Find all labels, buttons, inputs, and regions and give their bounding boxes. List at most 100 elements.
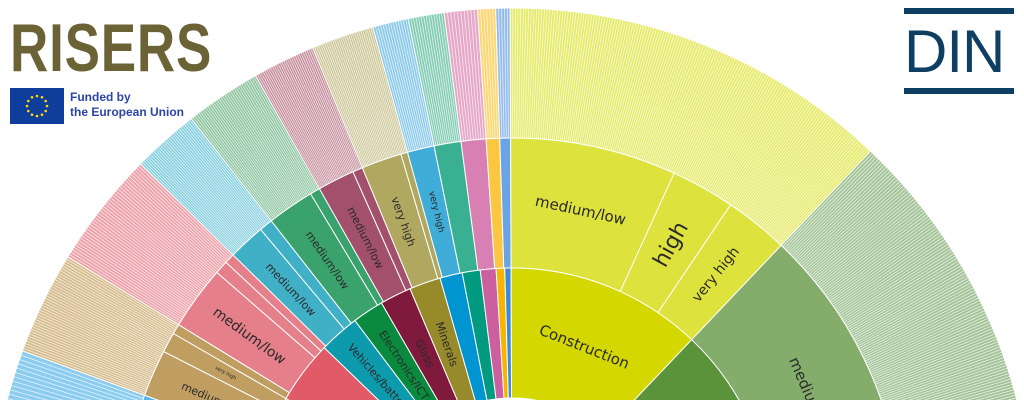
outer-stripe	[864, 304, 983, 362]
outer-stripe	[39, 309, 158, 365]
outer-stripe	[559, 11, 577, 142]
outer-stripe	[700, 72, 765, 187]
outer-stripe	[709, 79, 776, 192]
inner-segment[interactable]	[354, 302, 447, 400]
outer-stripe	[536, 8, 545, 139]
outer-stripe	[126, 177, 224, 266]
outer-stripe	[239, 84, 309, 196]
outer-stripe	[604, 22, 637, 150]
outer-stripe	[310, 48, 362, 169]
outer-stripe	[292, 56, 349, 175]
outer-stripe	[721, 89, 792, 200]
outer-stripe	[901, 365, 1007, 400]
outer-stripe	[545, 9, 559, 140]
outer-stripe	[575, 14, 598, 144]
outer-stripe	[84, 230, 192, 306]
outer-stripe	[48, 290, 165, 351]
outer-stripe	[368, 27, 405, 154]
outer-stripe	[864, 302, 982, 360]
outer-stripe	[642, 38, 688, 161]
outer-stripe	[873, 330, 995, 381]
outer-stripe	[81, 235, 190, 310]
outer-stripe	[283, 60, 341, 178]
outer-stripe	[569, 13, 590, 143]
outer-stripe	[164, 140, 252, 238]
outer-stripe	[70, 251, 182, 322]
outer-stripe	[91, 221, 197, 299]
middle-segment[interactable]	[143, 350, 280, 400]
outer-stripe	[688, 64, 749, 181]
outer-stripe	[846, 260, 959, 328]
outer-stripe	[612, 25, 647, 152]
outer-stripe	[665, 49, 717, 170]
outer-stripe	[809, 191, 910, 277]
inner-segment[interactable]	[439, 272, 488, 400]
outer-stripe	[328, 41, 375, 164]
outer-stripe	[516, 8, 519, 139]
outer-stripe	[42, 302, 161, 360]
outer-stripe	[829, 225, 936, 302]
outer-stripe	[654, 43, 703, 166]
outer-stripe	[524, 8, 530, 139]
outer-stripe	[850, 267, 964, 334]
outer-stripe	[346, 34, 389, 159]
inner-segment[interactable]	[380, 288, 461, 400]
outer-stripe	[551, 10, 567, 141]
eu-flag-icon	[10, 88, 64, 124]
outer-stripe	[770, 138, 858, 237]
outer-stripe	[637, 35, 680, 159]
outer-stripe	[47, 292, 164, 353]
outer-stripe	[775, 143, 864, 241]
outer-stripe	[438, 13, 458, 142]
outer-stripe	[87, 225, 195, 303]
outer-stripe	[79, 237, 188, 311]
outer-stripe	[241, 83, 310, 195]
outer-stripe	[540, 9, 551, 140]
risers-logo: RISERS Funded by the European Union	[10, 8, 240, 128]
outer-stripe	[412, 17, 439, 146]
outer-stripe	[729, 96, 803, 205]
outer-stripe	[251, 77, 317, 191]
outer-stripe	[750, 116, 831, 220]
outer-stripe	[666, 50, 720, 171]
outer-stripe	[428, 14, 450, 144]
outer-stripe	[183, 123, 267, 226]
outer-stripe	[298, 53, 353, 173]
outer-stripe	[149, 153, 241, 249]
outer-stripe	[752, 118, 833, 221]
outer-stripe	[759, 126, 844, 228]
outer-stripe	[657, 45, 708, 167]
outer-stripe	[14, 371, 105, 400]
outer-stripe	[141, 161, 235, 255]
outer-stripe	[797, 172, 893, 263]
outer-stripe	[460, 10, 474, 140]
outer-stripe	[287, 58, 344, 177]
outer-stripe	[692, 66, 753, 183]
outer-stripe	[814, 198, 916, 282]
outer-stripe	[805, 185, 905, 272]
outer-stripe	[591, 18, 619, 147]
outer-stripe	[741, 106, 819, 213]
outer-stripe	[872, 328, 994, 379]
outer-stripe	[616, 26, 652, 153]
outer-stripe	[178, 128, 263, 229]
outer-stripe	[324, 42, 372, 165]
outer-stripe	[849, 265, 962, 332]
outer-stripe	[352, 32, 393, 157]
inner-segment[interactable]	[323, 319, 433, 400]
inner-segment[interactable]	[409, 277, 476, 400]
outer-stripe	[724, 91, 797, 202]
outer-stripe	[534, 8, 543, 139]
outer-stripe	[330, 40, 377, 163]
outer-stripe	[226, 93, 298, 203]
outer-stripe	[117, 188, 217, 274]
outer-stripe	[392, 21, 424, 149]
outer-stripe	[49, 288, 166, 349]
outer-stripe	[342, 36, 386, 160]
outer-stripe	[672, 53, 727, 173]
outer-stripe	[854, 277, 969, 341]
inner-segment[interactable]	[602, 338, 773, 400]
outer-stripe	[820, 209, 924, 290]
outer-stripe	[677, 57, 734, 176]
outer-stripe	[788, 160, 882, 254]
